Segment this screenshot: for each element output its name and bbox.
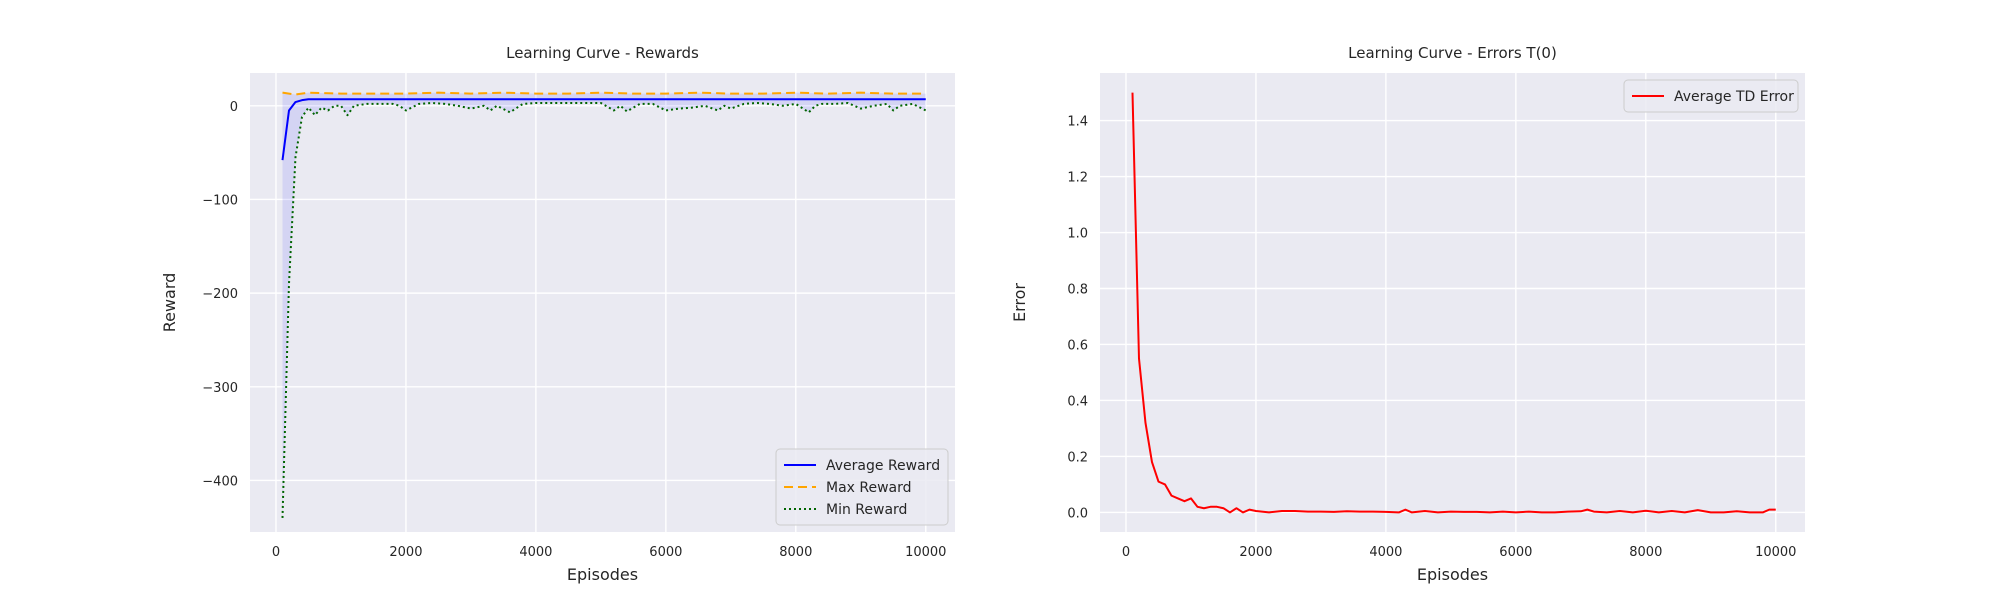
rewards-legend-box [775, 448, 949, 526]
rewards-x-tick-label: 8000 [779, 545, 812, 560]
rewards-y-tick-label: −100 [202, 193, 238, 208]
rewards-x-tick-label: 6000 [649, 545, 682, 560]
rewards-y-tick-label: −400 [202, 474, 238, 489]
rewards-x-tick-label: 10000 [905, 545, 946, 560]
rewards-legend: Average Reward Max Reward Min Reward [775, 448, 949, 526]
errors-y-tick-label: 1.2 [1067, 171, 1088, 186]
errors-legend-label: Average TD Error [1674, 89, 1794, 105]
rewards-series-max-reward [282, 91, 926, 96]
rewards-legend-label: Max Reward [826, 480, 912, 496]
rewards-legend-label: Min Reward [826, 502, 907, 518]
errors-y-tick-label: 0.6 [1067, 338, 1088, 353]
rewards-chart: 0 2000 4000 6000 8000 100000−100−200−300−400 … [160, 44, 955, 584]
errors-x-tick-label: 4000 [1369, 545, 1402, 560]
rewards-x-tick-label: 0 [272, 545, 280, 560]
rewards-series-min-reward [281, 101, 927, 518]
rewards-series-average-reward [281, 98, 926, 161]
rewards-x-axis-label: Episodes [567, 565, 638, 584]
errors-series-average-td-error [1131, 92, 1776, 514]
errors-chart: 0 2000 4000 6000 8000 10000 0.0 0.2 0.4 0.6 0.8 1.0… [1010, 44, 1805, 584]
rewards-x-tick-label: 4000 [519, 545, 552, 560]
errors-x-tick-label: 6000 [1499, 545, 1532, 560]
errors-y-tick-label: 0.4 [1067, 394, 1088, 409]
errors-y-axis-label: Error [1010, 283, 1029, 322]
rewards-x-tick-label: 2000 [389, 545, 422, 560]
rewards-y-tick-label: −200 [202, 287, 238, 302]
errors-y-tick-label: 0.8 [1067, 283, 1088, 298]
errors-y-tick-label: 1.0 [1067, 227, 1088, 242]
errors-legend: Average TD Error [1623, 79, 1799, 113]
errors-y-tick-label: 0.0 [1067, 506, 1088, 521]
errors-x-tick-label: 8000 [1629, 545, 1662, 560]
errors-x-tick-label: 10000 [1755, 545, 1796, 560]
errors-legend-box [1623, 79, 1799, 113]
errors-x-tick-label: 0 [1122, 545, 1130, 560]
errors-x-axis-label: Episodes [1417, 565, 1488, 584]
rewards-chart-title: Learning Curve - Rewards [506, 44, 699, 62]
errors-chart-title: Learning Curve - Errors T(0) [1348, 44, 1557, 62]
rewards-legend-label: Average Reward [826, 458, 940, 474]
errors-y-tick-label: 1.4 [1067, 115, 1088, 130]
rewards-y-tick-label: −300 [202, 381, 238, 396]
rewards-y-tick-label: 0 [230, 100, 238, 115]
rewards-y-axis-label: Reward [160, 273, 179, 333]
errors-x-tick-label: 2000 [1239, 545, 1272, 560]
errors-y-tick-label: 0.2 [1067, 450, 1088, 465]
errors-plot-area [1100, 73, 1805, 532]
